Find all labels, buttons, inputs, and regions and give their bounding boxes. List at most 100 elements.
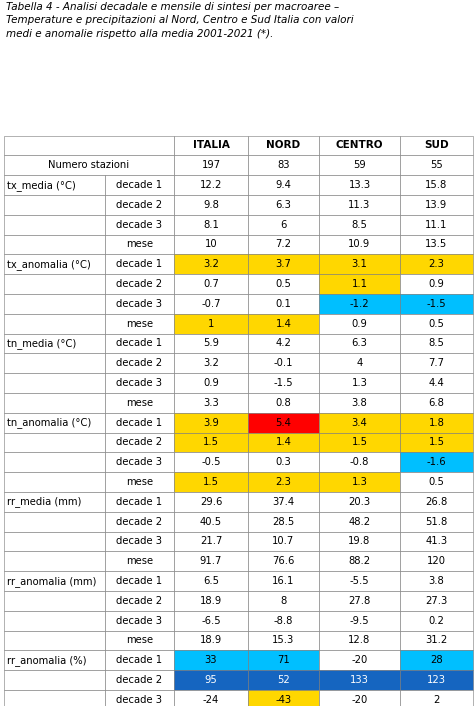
FancyBboxPatch shape [105, 313, 174, 333]
FancyBboxPatch shape [319, 155, 400, 175]
FancyBboxPatch shape [174, 155, 248, 175]
FancyBboxPatch shape [105, 175, 174, 195]
FancyBboxPatch shape [248, 571, 319, 591]
FancyBboxPatch shape [4, 453, 105, 472]
Text: 41.3: 41.3 [425, 537, 447, 546]
FancyBboxPatch shape [400, 136, 473, 155]
Text: 3.7: 3.7 [275, 259, 292, 269]
Text: 6.8: 6.8 [428, 398, 445, 408]
Text: mese: mese [126, 635, 153, 645]
FancyBboxPatch shape [4, 353, 105, 373]
FancyBboxPatch shape [400, 551, 473, 571]
Text: -20: -20 [351, 695, 368, 705]
FancyBboxPatch shape [319, 393, 400, 413]
FancyBboxPatch shape [4, 294, 105, 313]
Text: decade 1: decade 1 [116, 259, 163, 269]
Text: 11.1: 11.1 [425, 220, 447, 229]
Text: 1: 1 [208, 318, 214, 329]
FancyBboxPatch shape [400, 472, 473, 492]
Text: 0.3: 0.3 [275, 457, 292, 467]
FancyBboxPatch shape [400, 155, 473, 175]
Text: Tabella 4 - Analisi decadale e mensile di sintesi per macroaree –
Temperature e : Tabella 4 - Analisi decadale e mensile d… [6, 2, 354, 39]
Text: -0.8: -0.8 [350, 457, 369, 467]
FancyBboxPatch shape [248, 313, 319, 333]
FancyBboxPatch shape [105, 472, 174, 492]
FancyBboxPatch shape [248, 650, 319, 670]
Text: 5.4: 5.4 [275, 418, 292, 428]
Text: rr_media (mm): rr_media (mm) [7, 496, 81, 508]
FancyBboxPatch shape [248, 274, 319, 294]
Text: -0.1: -0.1 [273, 358, 293, 369]
Text: 48.2: 48.2 [348, 517, 371, 527]
FancyBboxPatch shape [174, 234, 248, 254]
Text: 83: 83 [277, 160, 290, 170]
FancyBboxPatch shape [400, 650, 473, 670]
FancyBboxPatch shape [105, 630, 174, 650]
Text: 0.9: 0.9 [352, 318, 367, 329]
FancyBboxPatch shape [319, 413, 400, 433]
Text: 59: 59 [353, 160, 366, 170]
FancyBboxPatch shape [4, 611, 105, 630]
FancyBboxPatch shape [174, 333, 248, 353]
Text: 21.7: 21.7 [200, 537, 222, 546]
FancyBboxPatch shape [319, 472, 400, 492]
Text: 3.1: 3.1 [352, 259, 367, 269]
Text: 91.7: 91.7 [200, 556, 222, 566]
FancyBboxPatch shape [174, 591, 248, 611]
FancyBboxPatch shape [174, 551, 248, 571]
FancyBboxPatch shape [248, 254, 319, 274]
Text: 0.2: 0.2 [428, 616, 445, 626]
Text: 197: 197 [201, 160, 220, 170]
FancyBboxPatch shape [174, 650, 248, 670]
Text: decade 3: decade 3 [117, 616, 163, 626]
Text: decade 1: decade 1 [116, 418, 163, 428]
Text: 3.8: 3.8 [352, 398, 367, 408]
Text: 13.5: 13.5 [425, 239, 447, 249]
FancyBboxPatch shape [319, 630, 400, 650]
Text: mese: mese [126, 239, 153, 249]
FancyBboxPatch shape [4, 492, 105, 512]
Text: 12.2: 12.2 [200, 180, 222, 190]
FancyBboxPatch shape [400, 234, 473, 254]
Text: 15.3: 15.3 [273, 635, 295, 645]
Text: 1.5: 1.5 [203, 477, 219, 487]
Text: Numero stazioni: Numero stazioni [48, 160, 129, 170]
Text: 1.4: 1.4 [275, 438, 292, 448]
FancyBboxPatch shape [400, 492, 473, 512]
FancyBboxPatch shape [248, 215, 319, 234]
Text: 1.3: 1.3 [352, 477, 367, 487]
Text: decade 1: decade 1 [116, 338, 163, 349]
FancyBboxPatch shape [105, 453, 174, 472]
FancyBboxPatch shape [4, 136, 174, 155]
FancyBboxPatch shape [319, 453, 400, 472]
Text: 0.7: 0.7 [203, 279, 219, 289]
FancyBboxPatch shape [400, 294, 473, 313]
FancyBboxPatch shape [105, 215, 174, 234]
Text: ITALIA: ITALIA [192, 140, 229, 150]
FancyBboxPatch shape [319, 690, 400, 706]
FancyBboxPatch shape [174, 294, 248, 313]
FancyBboxPatch shape [400, 690, 473, 706]
FancyBboxPatch shape [248, 333, 319, 353]
FancyBboxPatch shape [105, 512, 174, 532]
Text: 3.9: 3.9 [203, 418, 219, 428]
FancyBboxPatch shape [400, 195, 473, 215]
Text: 1.4: 1.4 [275, 318, 292, 329]
FancyBboxPatch shape [174, 690, 248, 706]
Text: 4.4: 4.4 [428, 378, 444, 388]
Text: 26.8: 26.8 [425, 497, 447, 507]
Text: 71: 71 [277, 655, 290, 665]
Text: 37.4: 37.4 [273, 497, 294, 507]
FancyBboxPatch shape [4, 393, 105, 413]
FancyBboxPatch shape [174, 512, 248, 532]
FancyBboxPatch shape [105, 373, 174, 393]
FancyBboxPatch shape [105, 353, 174, 373]
FancyBboxPatch shape [248, 433, 319, 453]
Text: decade 2: decade 2 [116, 517, 163, 527]
FancyBboxPatch shape [105, 433, 174, 453]
FancyBboxPatch shape [319, 591, 400, 611]
Text: decade 2: decade 2 [116, 438, 163, 448]
FancyBboxPatch shape [105, 571, 174, 591]
FancyBboxPatch shape [174, 393, 248, 413]
Text: 9.8: 9.8 [203, 200, 219, 210]
